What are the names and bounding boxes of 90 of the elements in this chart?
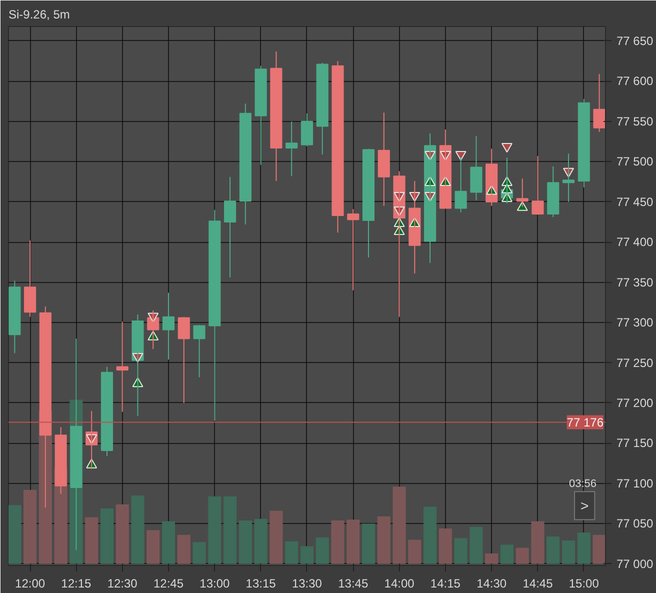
bar bbox=[362, 524, 376, 564]
candlestick bbox=[254, 65, 267, 166]
candlestick bbox=[532, 156, 544, 216]
bar bbox=[500, 544, 514, 564]
y-tick-label: 77 250 bbox=[616, 356, 654, 370]
x-tick-label: 12:15 bbox=[61, 576, 92, 590]
annotation: 03:56 bbox=[569, 478, 597, 490]
y-tick-label: 77 000 bbox=[616, 556, 654, 571]
bar bbox=[8, 505, 22, 564]
candlestick bbox=[178, 316, 190, 404]
bar bbox=[131, 496, 144, 564]
bar bbox=[177, 534, 190, 564]
bar bbox=[392, 486, 406, 564]
candlestick bbox=[193, 324, 206, 378]
candlestick bbox=[224, 176, 236, 278]
candlestick bbox=[578, 98, 590, 188]
bar bbox=[562, 540, 576, 564]
candlestick bbox=[100, 366, 114, 457]
bar bbox=[24, 490, 37, 564]
y-tick-label: 77 600 bbox=[616, 74, 654, 88]
bar bbox=[577, 532, 590, 564]
bar bbox=[238, 520, 252, 564]
x-tick-label: 12:00 bbox=[15, 576, 46, 590]
candlestick bbox=[239, 103, 252, 225]
bar bbox=[377, 516, 390, 564]
bar bbox=[162, 521, 176, 564]
x-tick-label: 14:00 bbox=[384, 576, 415, 590]
candlestick bbox=[286, 120, 298, 177]
bar bbox=[331, 520, 344, 564]
y-tick-label: 77 200 bbox=[616, 396, 654, 410]
candlestick bbox=[347, 208, 360, 291]
bar bbox=[316, 537, 329, 564]
bar bbox=[438, 528, 452, 564]
candlestick bbox=[593, 73, 606, 132]
bar bbox=[346, 520, 360, 564]
x-tick-label: 12:30 bbox=[107, 576, 138, 590]
x-tick-label: 12:45 bbox=[153, 576, 184, 590]
candlestick bbox=[8, 280, 21, 354]
ref-line-label: 77 176 bbox=[566, 415, 604, 430]
candlestick bbox=[362, 148, 375, 258]
bar bbox=[270, 510, 283, 564]
bar bbox=[531, 521, 544, 564]
bar bbox=[424, 506, 437, 564]
x-tick-label: 13:00 bbox=[200, 576, 230, 590]
candlestick bbox=[378, 112, 390, 206]
candlestick bbox=[300, 112, 314, 147]
candlestick bbox=[316, 62, 328, 155]
x-tick-label: 13:15 bbox=[246, 576, 276, 590]
bar bbox=[224, 496, 237, 564]
y-tick-label: 77 500 bbox=[616, 154, 654, 169]
bar bbox=[192, 542, 206, 564]
candlestick bbox=[24, 240, 36, 318]
candlestick bbox=[547, 166, 560, 218]
y-tick-label: 77 400 bbox=[616, 235, 654, 250]
bar bbox=[592, 534, 606, 564]
bar bbox=[208, 496, 222, 564]
y-tick-label: 77 300 bbox=[616, 316, 654, 330]
x-tick-label: 14:30 bbox=[476, 576, 507, 590]
y-tick-label: 77 350 bbox=[616, 275, 654, 290]
bar bbox=[546, 536, 560, 564]
x-tick-label: 13:45 bbox=[338, 576, 368, 590]
bar bbox=[116, 504, 129, 564]
x-tick-label: 14:45 bbox=[522, 576, 554, 590]
candlestick bbox=[162, 292, 175, 360]
bar bbox=[516, 548, 529, 564]
x-tick-label: 15:00 bbox=[568, 576, 600, 590]
y-tick-label: 77 100 bbox=[616, 476, 654, 490]
bar bbox=[100, 508, 114, 564]
candlestick bbox=[470, 135, 482, 201]
bar bbox=[285, 541, 298, 564]
bar bbox=[146, 530, 160, 564]
candlestick bbox=[332, 60, 344, 233]
y-tick-label: 77 050 bbox=[616, 516, 654, 531]
y-tick-label: 77 450 bbox=[616, 194, 654, 209]
bar bbox=[408, 540, 422, 564]
bar bbox=[300, 546, 314, 564]
x-tick-label: 13:30 bbox=[292, 576, 322, 590]
y-tick-label: 77 550 bbox=[616, 114, 654, 128]
bar bbox=[254, 518, 268, 564]
bar bbox=[470, 526, 483, 564]
bar bbox=[85, 517, 98, 564]
chart-title: Si-9.26, 5m bbox=[8, 8, 70, 22]
candlestick bbox=[208, 209, 221, 422]
candlestick bbox=[270, 50, 282, 182]
bar bbox=[454, 538, 468, 564]
x-tick-label: 14:15 bbox=[430, 576, 461, 590]
y-tick-label: 77 650 bbox=[616, 34, 654, 48]
y-tick-label: 77 150 bbox=[616, 436, 654, 450]
bar bbox=[485, 553, 498, 564]
annotation: > bbox=[580, 498, 589, 514]
